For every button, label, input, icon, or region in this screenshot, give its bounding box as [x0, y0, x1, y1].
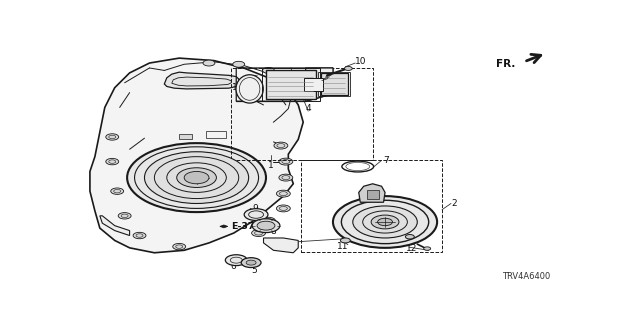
Circle shape: [241, 258, 261, 268]
Circle shape: [353, 206, 417, 238]
Circle shape: [276, 190, 291, 197]
Circle shape: [405, 235, 414, 239]
Polygon shape: [220, 225, 228, 228]
Text: 7: 7: [383, 156, 389, 165]
Circle shape: [252, 219, 280, 233]
Bar: [262, 68, 319, 101]
Text: 10: 10: [355, 57, 366, 66]
Circle shape: [279, 174, 292, 181]
Text: 3: 3: [408, 232, 413, 241]
Bar: [266, 70, 316, 99]
Bar: [231, 68, 372, 160]
Text: 5: 5: [252, 266, 257, 275]
Circle shape: [262, 68, 275, 73]
Text: 9: 9: [252, 204, 258, 213]
Bar: [318, 72, 350, 96]
Text: 12: 12: [406, 244, 417, 253]
Circle shape: [106, 158, 118, 165]
Circle shape: [145, 152, 248, 204]
Circle shape: [203, 60, 215, 66]
Polygon shape: [359, 184, 385, 202]
Bar: [207, 131, 227, 138]
Circle shape: [274, 142, 288, 149]
Text: 4: 4: [305, 104, 311, 113]
Circle shape: [106, 134, 118, 140]
Text: FR.: FR.: [496, 59, 515, 68]
Text: 11: 11: [337, 242, 349, 251]
Circle shape: [184, 172, 209, 184]
Circle shape: [424, 247, 431, 250]
Circle shape: [244, 209, 268, 220]
Polygon shape: [90, 58, 303, 253]
Circle shape: [371, 215, 399, 229]
Bar: [301, 160, 442, 252]
Circle shape: [340, 238, 350, 243]
Circle shape: [118, 212, 131, 219]
Circle shape: [173, 244, 186, 250]
Text: 2: 2: [452, 199, 458, 208]
Circle shape: [257, 221, 275, 230]
Bar: [321, 73, 348, 95]
Text: 8: 8: [271, 227, 276, 236]
Circle shape: [333, 196, 437, 248]
Polygon shape: [306, 68, 333, 101]
Circle shape: [344, 67, 352, 70]
Circle shape: [233, 61, 244, 67]
Circle shape: [279, 158, 292, 165]
Bar: [179, 134, 191, 140]
Text: 6: 6: [230, 262, 236, 271]
Circle shape: [225, 255, 247, 266]
Bar: [304, 78, 323, 92]
Circle shape: [276, 205, 291, 212]
Circle shape: [111, 188, 124, 194]
Polygon shape: [100, 216, 129, 236]
Polygon shape: [164, 72, 239, 89]
Text: 14: 14: [232, 83, 243, 92]
Text: 13: 13: [247, 75, 259, 84]
Bar: [367, 190, 379, 198]
Circle shape: [177, 168, 216, 188]
Circle shape: [133, 232, 146, 239]
Circle shape: [252, 230, 266, 236]
Circle shape: [262, 217, 275, 224]
Circle shape: [246, 260, 256, 265]
Text: E-37-2: E-37-2: [230, 222, 265, 231]
Circle shape: [378, 218, 392, 226]
Text: 1: 1: [268, 161, 274, 170]
Text: TRV4A6400: TRV4A6400: [502, 272, 550, 281]
Ellipse shape: [236, 75, 263, 103]
Circle shape: [127, 143, 266, 212]
Polygon shape: [264, 238, 298, 253]
